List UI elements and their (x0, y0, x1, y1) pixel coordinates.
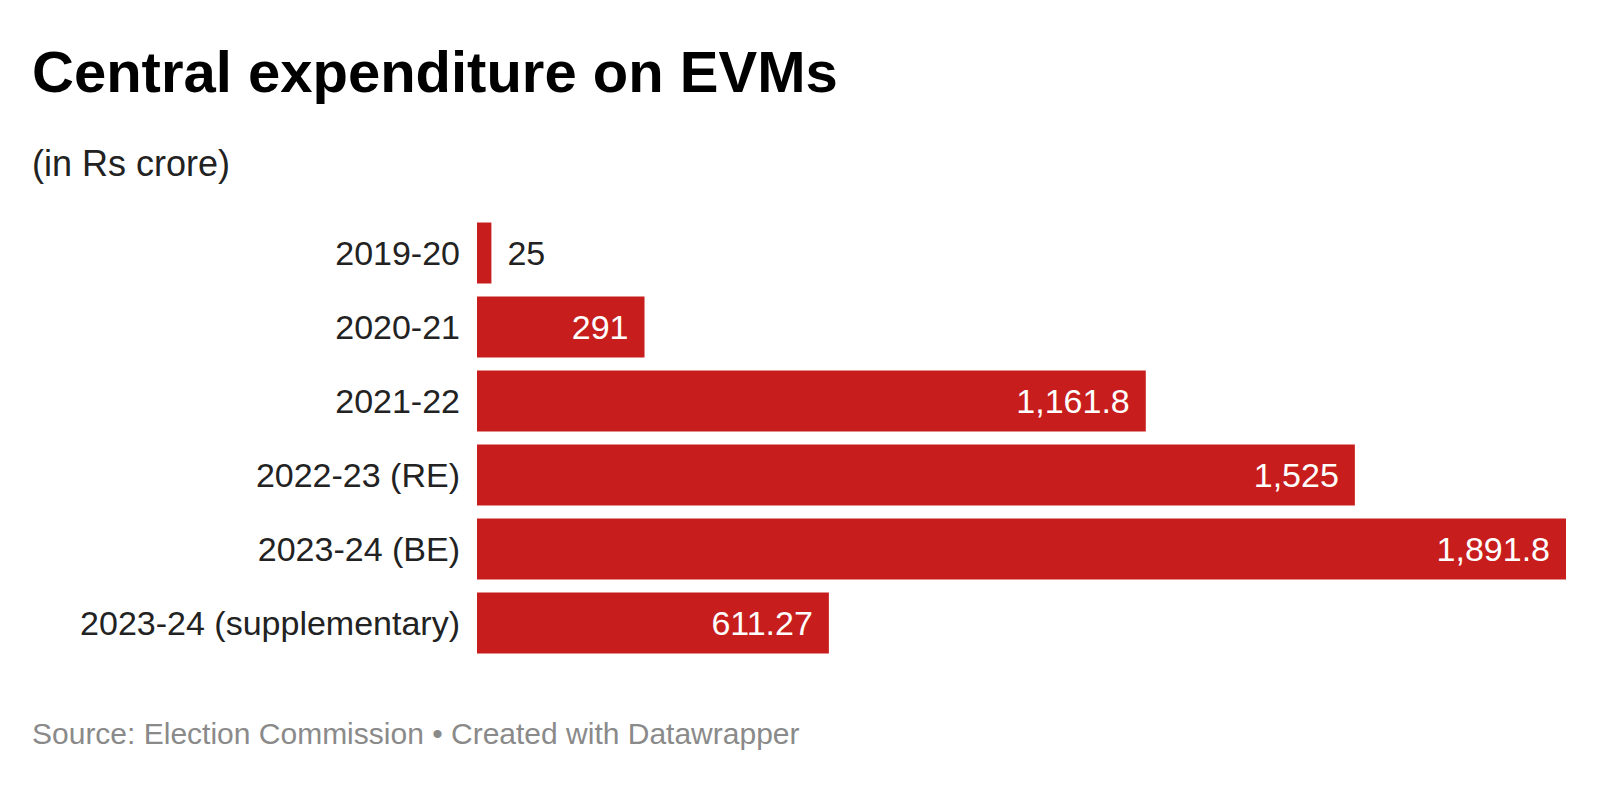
labels: 2019-20 25 2020-21 291 2021-22 1,161.8 2022-23… (80, 234, 1550, 642)
category-label: 2022-23 (RE) (256, 456, 460, 494)
chart-svg: Central expenditure on EVMs (in Rs crore)… (0, 0, 1600, 785)
bar (477, 371, 1146, 432)
title: Central expenditure on EVMs (32, 39, 838, 104)
data-label: 1,525 (1254, 456, 1339, 494)
category-label: 2020-21 (335, 308, 460, 346)
bar (477, 297, 645, 358)
data-label: 25 (507, 234, 545, 272)
data-label: 611.27 (711, 604, 812, 642)
data-label: 1,161.8 (1016, 382, 1129, 420)
subtitle: (in Rs crore) (32, 143, 230, 184)
data-label: 1,891.8 (1437, 530, 1550, 568)
category-label: 2019-20 (335, 234, 460, 272)
chart-container: Central expenditure on EVMs (in Rs crore)… (0, 0, 1600, 785)
bar (477, 519, 1566, 580)
bar (477, 445, 1355, 506)
bar (477, 223, 491, 284)
category-label: 2021-22 (335, 382, 460, 420)
source: Source: Election Commission • Created wi… (32, 717, 800, 750)
bars (477, 223, 1566, 654)
bar (477, 593, 829, 654)
category-label: 2023-24 (BE) (258, 530, 460, 568)
category-label: 2023-24 (supplementary) (80, 604, 460, 642)
data-label: 291 (572, 308, 629, 346)
